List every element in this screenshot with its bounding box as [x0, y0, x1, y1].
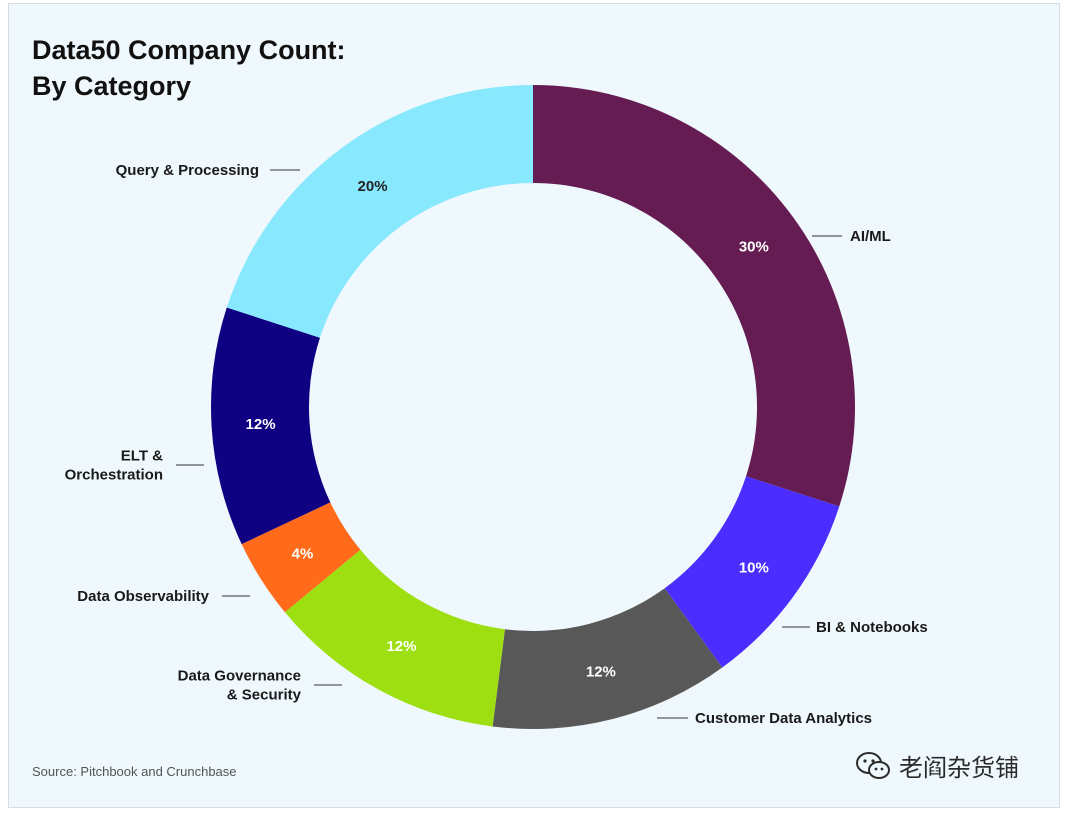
chart-title-line2: By Category — [32, 71, 192, 101]
pct-label-customer-data-analytics: 12% — [586, 663, 616, 680]
pct-label-bi-notebooks: 10% — [739, 559, 769, 576]
category-label-customer-data-analytics: Customer Data Analytics — [695, 710, 872, 727]
slice-query-processing — [226, 85, 533, 338]
slice-data-governance-security — [284, 549, 505, 727]
category-label-data-observability: Data Observability — [77, 588, 209, 605]
category-label-elt-orchestration: Orchestration — [65, 467, 163, 484]
slice-customer-data-analytics — [492, 588, 723, 730]
watermark: 老阎杂货铺 — [855, 748, 1019, 783]
category-label-ai-ml: AI/ML — [850, 228, 891, 245]
watermark-text: 老阎杂货铺 — [899, 754, 1019, 782]
wechat-icon — [856, 751, 890, 779]
pct-label-data-observability: 4% — [292, 545, 314, 562]
pct-label-query-processing: 20% — [358, 178, 388, 195]
category-label-bi-notebooks: BI & Notebooks — [816, 619, 928, 636]
slice-elt-orchestration — [210, 307, 331, 545]
pct-label-ai-ml: 30% — [739, 239, 769, 256]
chart-title: Data50 Company Count: By Category — [32, 32, 346, 104]
source-note: Source: Pitchbook and Crunchbase — [32, 764, 237, 779]
pct-label-data-governance-security: 12% — [386, 638, 416, 655]
slice-bi-notebooks — [664, 476, 840, 668]
category-label-query-processing: Query & Processing — [116, 162, 259, 179]
slice-data-observability — [241, 502, 361, 613]
category-label-data-governance-security: & Security — [227, 687, 302, 704]
category-label-data-governance-security: Data Governance — [178, 668, 301, 685]
slice-ai-ml — [533, 85, 855, 507]
category-label-elt-orchestration: ELT & — [121, 448, 163, 465]
chart-title-line1: Data50 Company Count: — [32, 35, 346, 65]
pct-label-elt-orchestration: 12% — [246, 416, 276, 433]
